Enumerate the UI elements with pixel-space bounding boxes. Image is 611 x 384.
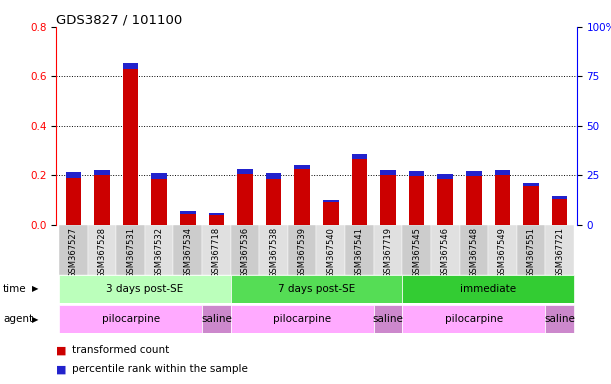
Text: ▶: ▶ [32,314,38,324]
Bar [380,170,396,175]
Text: GSM367540: GSM367540 [326,227,335,278]
Bar [351,159,367,225]
Text: GSM367539: GSM367539 [298,227,307,278]
Bar [208,213,224,215]
Bar [437,174,453,179]
Text: saline: saline [373,314,403,324]
Bar [87,225,116,275]
Bar [65,172,81,178]
Bar [323,202,338,225]
Bar [123,63,139,69]
Text: GSM367531: GSM367531 [126,227,135,278]
Text: GSM367545: GSM367545 [412,227,421,278]
Bar [374,305,402,333]
Text: ■: ■ [56,345,67,355]
Bar [266,174,282,179]
Bar [523,186,539,225]
Bar [351,154,367,159]
Bar [94,170,110,175]
Text: immediate: immediate [460,284,516,294]
Bar [488,225,517,275]
Bar [65,178,81,225]
Bar [123,69,139,225]
Bar [466,176,481,225]
Text: GSM367538: GSM367538 [269,227,278,278]
Bar [94,175,110,225]
Text: GSM367549: GSM367549 [498,227,507,278]
Bar [231,305,374,333]
Text: GSM367551: GSM367551 [527,227,535,278]
Bar [237,169,253,174]
Text: saline: saline [544,314,575,324]
Text: GSM367528: GSM367528 [98,227,106,278]
Bar [523,183,539,186]
Text: GSM367548: GSM367548 [469,227,478,278]
Text: GSM367719: GSM367719 [384,227,392,278]
Text: pilocarpine: pilocarpine [273,314,331,324]
Bar [316,225,345,275]
Text: saline: saline [201,314,232,324]
Bar [409,172,425,176]
Text: percentile rank within the sample: percentile rank within the sample [72,364,248,374]
Bar [402,275,574,303]
Text: pilocarpine: pilocarpine [101,314,159,324]
Bar [266,179,282,225]
Bar [402,305,546,333]
Bar [552,196,568,199]
Bar [288,225,316,275]
Bar [116,225,145,275]
Text: agent: agent [3,314,33,324]
Bar [437,179,453,225]
Bar [59,275,231,303]
Bar [466,172,481,176]
Text: time: time [3,284,27,294]
Text: ■: ■ [56,364,67,374]
Bar [459,225,488,275]
Bar [374,225,402,275]
Bar [295,169,310,225]
Bar [494,170,510,175]
Text: GSM367541: GSM367541 [355,227,364,278]
Bar [174,225,202,275]
Bar [180,214,196,225]
Bar [494,175,510,225]
Bar [231,275,402,303]
Bar [180,211,196,214]
Bar [208,215,224,225]
Text: ▶: ▶ [32,284,38,293]
Bar [259,225,288,275]
Text: GDS3827 / 101100: GDS3827 / 101100 [56,13,183,26]
Text: GSM367532: GSM367532 [155,227,164,278]
Bar [237,174,253,225]
Bar [345,225,374,275]
Bar [152,174,167,179]
Bar [59,305,202,333]
Text: GSM367527: GSM367527 [69,227,78,278]
Bar [546,225,574,275]
Bar [546,305,574,333]
Bar [402,225,431,275]
Bar [59,225,87,275]
Bar [552,199,568,225]
Bar [202,225,231,275]
Text: GSM367718: GSM367718 [212,227,221,278]
Bar [323,200,338,202]
Text: transformed count: transformed count [72,345,169,355]
Text: 7 days post-SE: 7 days post-SE [278,284,355,294]
Bar [517,225,546,275]
Bar [152,179,167,225]
Bar [295,165,310,169]
Text: pilocarpine: pilocarpine [445,314,503,324]
Bar [380,175,396,225]
Text: 3 days post-SE: 3 days post-SE [106,284,183,294]
Bar [145,225,174,275]
Bar [202,305,231,333]
Bar [409,176,425,225]
Bar [231,225,259,275]
Text: GSM367721: GSM367721 [555,227,564,278]
Bar [431,225,459,275]
Text: GSM367536: GSM367536 [241,227,249,278]
Text: GSM367534: GSM367534 [183,227,192,278]
Text: GSM367546: GSM367546 [441,227,450,278]
